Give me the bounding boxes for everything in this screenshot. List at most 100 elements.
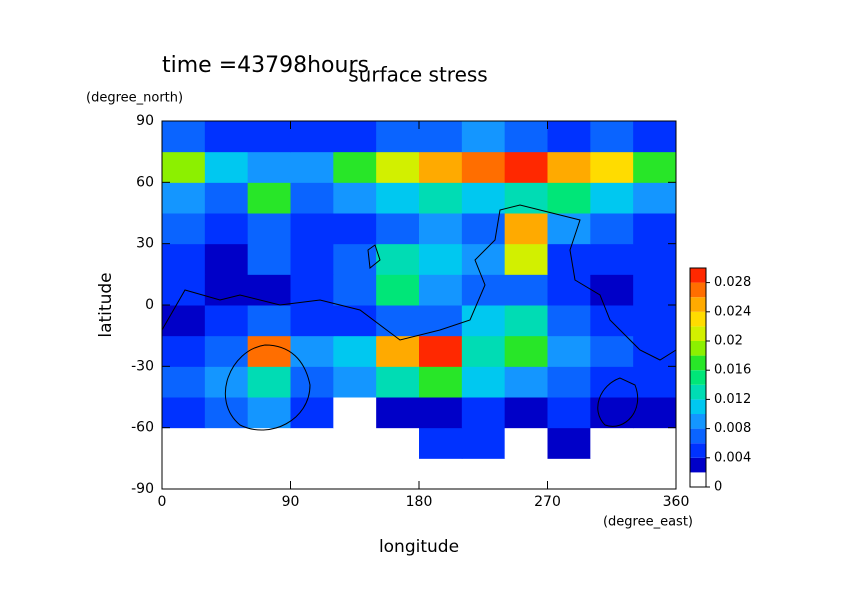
field-cell — [419, 243, 463, 275]
field-cell — [547, 427, 591, 459]
field — [162, 121, 677, 490]
field-cell — [461, 366, 506, 398]
field-cell — [376, 335, 420, 367]
colorbar-tick-label: 0.004 — [714, 450, 751, 465]
field-cell — [504, 243, 548, 275]
field-cell — [547, 305, 591, 337]
field-cell — [504, 213, 548, 245]
field-cell — [333, 305, 377, 337]
colorbar-swatch — [690, 370, 706, 385]
colorbar-tick-label: 0.02 — [714, 334, 743, 349]
field-cell — [633, 458, 677, 490]
colorbar-tick-label: 0 — [714, 480, 722, 495]
field-cell — [290, 121, 334, 153]
field-cell — [419, 121, 463, 153]
coastline-path — [161, 204, 677, 361]
field-cell — [162, 427, 206, 459]
field-cell — [504, 305, 548, 337]
field-cell — [162, 366, 206, 398]
field-cell — [204, 458, 249, 490]
field-cell — [290, 274, 334, 306]
field-cell — [333, 213, 377, 245]
field-cell — [590, 335, 634, 367]
y-axis-label: latitude — [96, 272, 116, 337]
colorbar-tick-label: 0.024 — [714, 304, 751, 319]
field-cell — [247, 427, 291, 459]
field-cell — [290, 397, 334, 429]
field-cell — [204, 213, 249, 245]
y-unit: (degree_north) — [86, 91, 183, 106]
coastline-path — [367, 244, 381, 269]
colorbar: 0 0.004 0.008 0.012 0.016 0.02 0.024 0.028 — [689, 267, 751, 495]
field-cell — [290, 213, 334, 245]
field-cell — [461, 121, 506, 153]
field-cell — [290, 458, 334, 490]
field-cell — [633, 151, 677, 183]
field-cell — [204, 274, 249, 306]
field-cell — [333, 121, 377, 153]
field-cell — [333, 182, 377, 214]
field-cell — [204, 335, 249, 367]
field-cell — [162, 151, 206, 183]
field-cell — [333, 151, 377, 183]
field-cell — [376, 151, 420, 183]
field-cell — [333, 458, 377, 490]
field-cell — [504, 427, 548, 459]
field-cell — [633, 182, 677, 214]
field-cell — [204, 243, 249, 275]
field-cell — [504, 335, 548, 367]
field-cell — [290, 305, 334, 337]
field-cell — [247, 121, 291, 153]
y-tick-label: 90 — [136, 113, 154, 129]
field-cell — [547, 397, 591, 429]
field-cell — [162, 182, 206, 214]
field-cell — [633, 121, 677, 153]
field-cell — [547, 182, 591, 214]
field-cell — [461, 243, 506, 275]
colorbar-swatch — [690, 311, 706, 327]
field-cell — [633, 335, 677, 367]
field-cell — [633, 243, 677, 275]
field-cell — [419, 305, 463, 337]
y-tick-label: 60 — [136, 174, 154, 190]
field-cell — [376, 458, 420, 490]
axes: 0 90 180 270 360 -90 -60 -30 0 30 60 90 — [131, 113, 689, 510]
colorbar-swatch — [690, 384, 706, 400]
colorbar-swatch — [690, 355, 706, 371]
field-cell — [162, 274, 206, 306]
field-cell — [290, 335, 334, 367]
field-cell — [376, 243, 420, 275]
field-cell — [504, 274, 548, 306]
field-cell — [333, 427, 377, 459]
field-cell — [419, 366, 463, 398]
colorbar-swatch — [690, 326, 706, 341]
field-cell — [333, 335, 377, 367]
colorbar-swatch — [690, 428, 706, 444]
field-cell — [590, 305, 634, 337]
field-cell — [504, 366, 548, 398]
field-cell — [376, 366, 420, 398]
field-cell — [504, 182, 548, 214]
field-cell — [419, 151, 463, 183]
field-cell — [204, 151, 249, 183]
field-cell — [504, 121, 548, 153]
chart-subtitle: time =43798hours — [162, 53, 369, 78]
field-cell — [461, 427, 506, 459]
field-cell — [162, 121, 206, 153]
field-cell — [547, 213, 591, 245]
colorbar-tick-label: 0.016 — [714, 363, 751, 378]
field-cell — [590, 274, 634, 306]
field-cell — [461, 397, 506, 429]
field-cell — [590, 213, 634, 245]
field-cell — [162, 335, 206, 367]
field-cell — [590, 243, 634, 275]
colorbar-tick-label: 0.008 — [714, 421, 751, 436]
field-cell — [419, 458, 463, 490]
y-tick-label: -90 — [131, 481, 154, 497]
field-cell — [419, 213, 463, 245]
field-cell — [247, 274, 291, 306]
field-cell — [547, 458, 591, 490]
field-cell — [504, 458, 548, 490]
field-cell — [633, 274, 677, 306]
field-cell — [162, 458, 206, 490]
